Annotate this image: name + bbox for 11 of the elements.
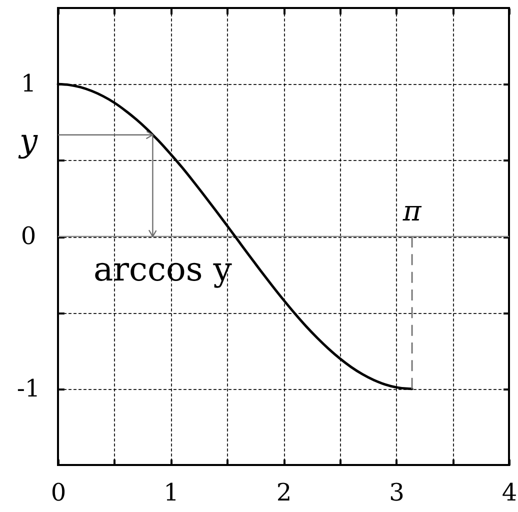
annotation: π <box>402 194 422 228</box>
y-tick-label: y <box>17 121 38 160</box>
x-tick-label: 0 <box>50 478 66 506</box>
annotation: arccos y <box>94 250 232 288</box>
x-tick-label: 2 <box>276 478 292 506</box>
y-tick-label: 1 <box>20 70 36 98</box>
x-tick-label: 1 <box>164 478 179 506</box>
x-tick-label: 4 <box>502 478 518 506</box>
y-tick-label: 0 <box>20 222 36 250</box>
x-tick-label: 3 <box>389 478 404 506</box>
y-tick-label: -1 <box>16 374 40 402</box>
